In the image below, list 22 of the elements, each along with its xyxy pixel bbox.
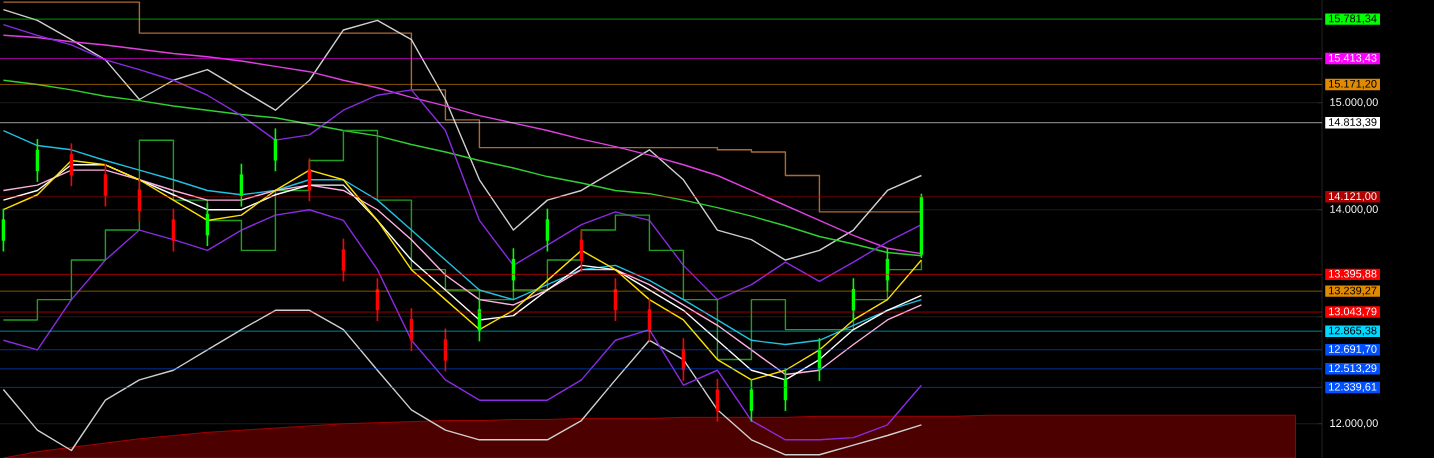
candlestick (1, 207, 6, 253)
y-tick-label: 15.000,00 (1330, 98, 1378, 108)
ref-line-label: 13.239,27 (1329, 286, 1377, 296)
candlestick (239, 162, 244, 208)
candlestick (103, 162, 108, 208)
y-tick-label: 12.000,00 (1330, 419, 1378, 429)
line-series (2, 23, 923, 301)
candlestick (171, 207, 176, 253)
ref-line-label: 12.691,70 (1329, 345, 1377, 355)
ref-line-label: 15.413,43 (1329, 53, 1377, 64)
ref-line-label: 12.513,29 (1329, 364, 1377, 374)
ref-line-label: 12.865,38 (1329, 326, 1377, 336)
ref-line-label: 14.121,00 (1329, 192, 1377, 202)
candlestick (273, 127, 278, 173)
y-tick-label: 14.000,00 (1330, 205, 1378, 215)
ref-line-label: 13.043,79 (1329, 307, 1377, 317)
ref-line-label: 12.339,61 (1329, 382, 1377, 392)
ref-line-label: 15.171,20 (1329, 79, 1377, 89)
ref-line-label: 15.781,34 (1329, 14, 1377, 24)
ref-line-label: 13.395,88 (1329, 269, 1377, 279)
ref-line-label: 14.813,39 (1329, 118, 1377, 128)
candlestick (545, 207, 550, 253)
